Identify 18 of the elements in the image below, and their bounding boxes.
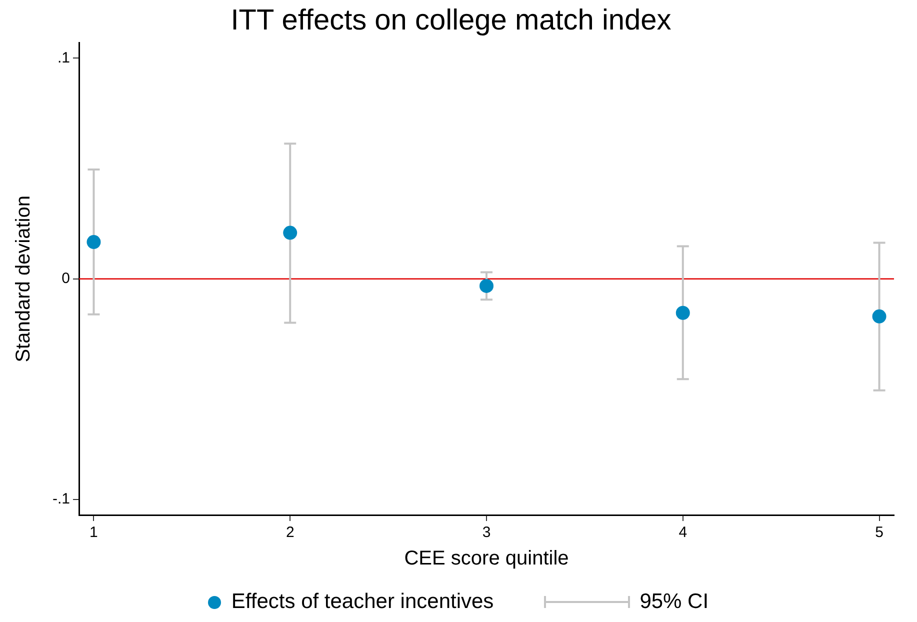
x-tick-label: 3	[482, 524, 491, 542]
y-tick-label: .1	[57, 49, 70, 66]
x-tick-label: 2	[286, 524, 294, 542]
x-tick-label: 5	[875, 524, 884, 542]
x-tick-label: 1	[90, 524, 98, 542]
y-tick-label: -.1	[52, 490, 70, 508]
point	[872, 309, 886, 324]
point	[676, 306, 690, 320]
point	[86, 235, 101, 250]
chart-title: ITT effects on college match index	[230, 4, 672, 36]
x-tick-label: 4	[678, 524, 688, 542]
x-axis-title: CEE score quintile	[404, 548, 569, 570]
point	[480, 278, 494, 293]
y-axis-title: Standard deviation	[12, 196, 35, 362]
y-tick-label: 0	[62, 270, 70, 288]
legend-label: Effects of teacher incentives	[231, 590, 494, 614]
text: 95% CI	[640, 590, 709, 614]
point	[283, 226, 298, 240]
